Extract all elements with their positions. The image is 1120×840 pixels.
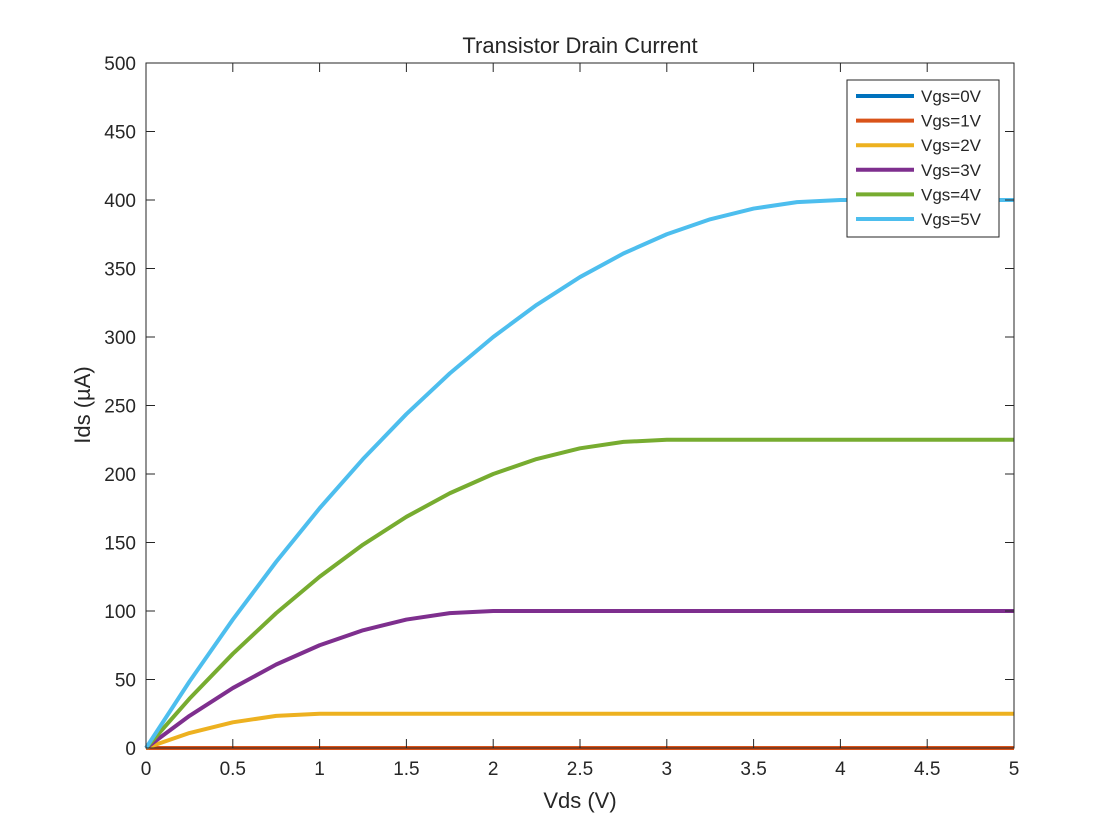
- y-tick-label: 300: [104, 328, 136, 349]
- legend-label: Vgs=5V: [921, 210, 982, 229]
- y-tick-label: 250: [104, 397, 136, 418]
- x-tick-label: 4: [835, 759, 846, 780]
- legend-box: [846, 79, 1000, 238]
- x-axis-label: Vds (V): [543, 788, 616, 813]
- legend-label: Vgs=1V: [921, 112, 982, 131]
- y-axis: 0 50 100 150 200 250 300 350 400 450 500: [104, 54, 1014, 760]
- x-tick-label: 2.5: [567, 759, 593, 780]
- y-tick-label: 0: [125, 739, 136, 760]
- x-tick-label: 4.5: [914, 759, 940, 780]
- legend-entries: Vgs=0V Vgs=1V Vgs=2V Vgs=3V Vgs=4V Vgs=5V: [856, 87, 982, 229]
- x-tick-label: 1: [314, 759, 325, 780]
- series-line-vgs-4v: [144, 437, 1014, 750]
- y-tick-label: 350: [104, 260, 136, 281]
- y-tick-label: 150: [104, 534, 136, 555]
- y-axis-label: Ids (µA): [70, 366, 95, 443]
- x-axis: 0 0.5 1 1.5 2 2.5 3 3.5 4 4.5 5: [141, 63, 1020, 780]
- x-tick-label: 3: [662, 759, 673, 780]
- legend: Vgs=0V Vgs=1V Vgs=2V Vgs=3V Vgs=4V Vgs=5V: [846, 79, 1000, 238]
- y-tick-label: 500: [104, 54, 136, 75]
- legend-label: Vgs=4V: [921, 185, 982, 204]
- x-tick-label: 0.5: [220, 759, 246, 780]
- y-tick-label: 50: [115, 671, 136, 692]
- x-tick-label: 1.5: [393, 759, 419, 780]
- x-tick-label: 2: [488, 759, 499, 780]
- y-tick-label: 450: [104, 123, 136, 144]
- x-tick-label: 5: [1009, 759, 1020, 780]
- legend-label: Vgs=3V: [921, 161, 982, 180]
- y-tick-label: 400: [104, 191, 136, 212]
- x-tick-label: 0: [141, 759, 152, 780]
- x-tick-label: 3.5: [740, 759, 766, 780]
- series-line-vgs-2v: [145, 711, 1014, 750]
- y-tick-label: 200: [104, 465, 136, 486]
- series-line-vgs-3v: [144, 609, 1014, 750]
- y-tick-label: 100: [104, 602, 136, 623]
- chart-title: Transistor Drain Current: [462, 33, 697, 58]
- legend-label: Vgs=0V: [921, 87, 982, 106]
- legend-label: Vgs=2V: [921, 136, 982, 155]
